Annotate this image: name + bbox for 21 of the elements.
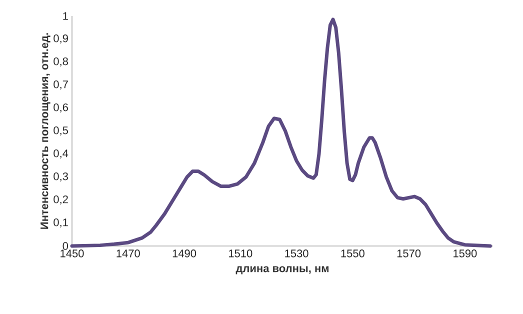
y-tick-label: 0,2 [54, 195, 68, 205]
y-tick-label: 0,9 [54, 34, 68, 44]
x-tick-label: 1510 [228, 250, 252, 258]
y-tick-label: 0,7 [54, 80, 68, 90]
x-tick-label: 1490 [172, 250, 196, 258]
y-tick-label: 0,8 [54, 57, 68, 67]
y-tick-label: 1 [63, 12, 68, 20]
x-tick-label: 1470 [116, 250, 140, 258]
y-tick-label: 0,6 [54, 103, 68, 113]
x-tick-label: 1570 [397, 250, 421, 258]
x-axis-title: длина волны, нм [236, 266, 328, 274]
x-tick-label: 1590 [454, 250, 477, 258]
y-tick-label: 0 [62, 242, 68, 250]
x-tick-label: 1550 [341, 250, 364, 258]
y-tick-label: 0,3 [54, 172, 68, 182]
y-tick-label: 0,1 [54, 218, 68, 228]
x-tick-label: 1450 [60, 250, 84, 258]
x-tick-label: 1530 [285, 250, 308, 258]
y-tick-label: 0,4 [54, 149, 68, 159]
y-axis-title: Интенсивность поглощения, отн.ед. [40, 33, 50, 229]
y-tick-label: 0,5 [54, 126, 68, 136]
